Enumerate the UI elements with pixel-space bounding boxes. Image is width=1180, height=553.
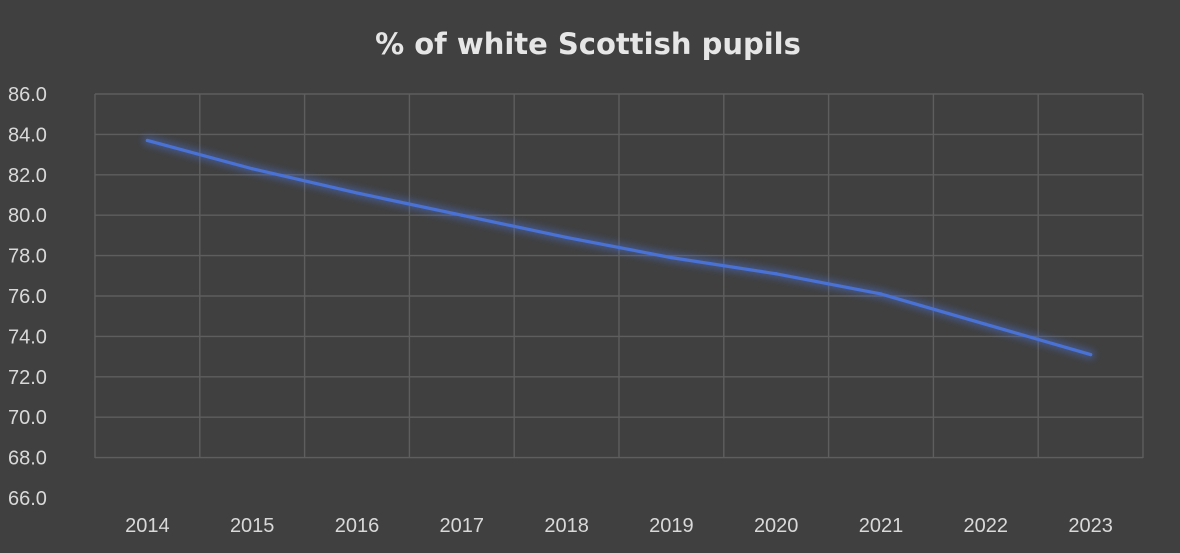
data-point <box>774 272 778 276</box>
chart-title: % of white Scottish pupils <box>375 27 801 61</box>
x-tick-label: 2017 <box>440 515 485 537</box>
y-tick-label: 84.0 <box>8 124 47 146</box>
y-tick-label: 72.0 <box>8 367 47 389</box>
data-point <box>145 138 149 143</box>
data-point <box>984 322 988 326</box>
x-tick-label: 2014 <box>125 515 170 537</box>
x-axis-ticks: 2014 2015 2016 2017 2018 2019 2020 2021 2022 2023 <box>125 515 1113 537</box>
data-point <box>565 235 569 240</box>
x-tick-label: 2022 <box>964 515 1009 537</box>
y-tick-label: 80.0 <box>8 205 47 227</box>
y-axis-ticks: 66.0 68.0 70.0 72.0 74.0 76.0 78.0 80.0 82.0 84.0… <box>8 84 47 510</box>
data-point <box>1089 352 1093 357</box>
data-point <box>355 191 359 195</box>
y-tick-label: 82.0 <box>8 165 47 187</box>
y-tick-label: 68.0 <box>8 448 47 470</box>
data-point <box>879 292 883 296</box>
data-point <box>460 213 464 217</box>
y-tick-label: 66.0 <box>8 488 47 510</box>
y-tick-label: 74.0 <box>8 326 47 348</box>
series-layer <box>142 135 1096 360</box>
x-tick-label: 2021 <box>859 515 904 537</box>
data-point <box>669 256 674 260</box>
x-tick-label: 2016 <box>335 515 380 537</box>
data-point <box>250 167 254 171</box>
y-tick-label: 86.0 <box>8 84 47 106</box>
y-tick-label: 76.0 <box>8 286 47 308</box>
y-tick-label: 70.0 <box>8 407 47 429</box>
x-tick-label: 2020 <box>754 515 799 537</box>
x-tick-label: 2015 <box>230 515 275 537</box>
x-tick-label: 2018 <box>544 515 589 537</box>
y-tick-label: 78.0 <box>8 246 47 268</box>
x-tick-label: 2023 <box>1068 515 1113 537</box>
series-line <box>145 138 1093 357</box>
x-tick-label: 2019 <box>649 515 694 537</box>
